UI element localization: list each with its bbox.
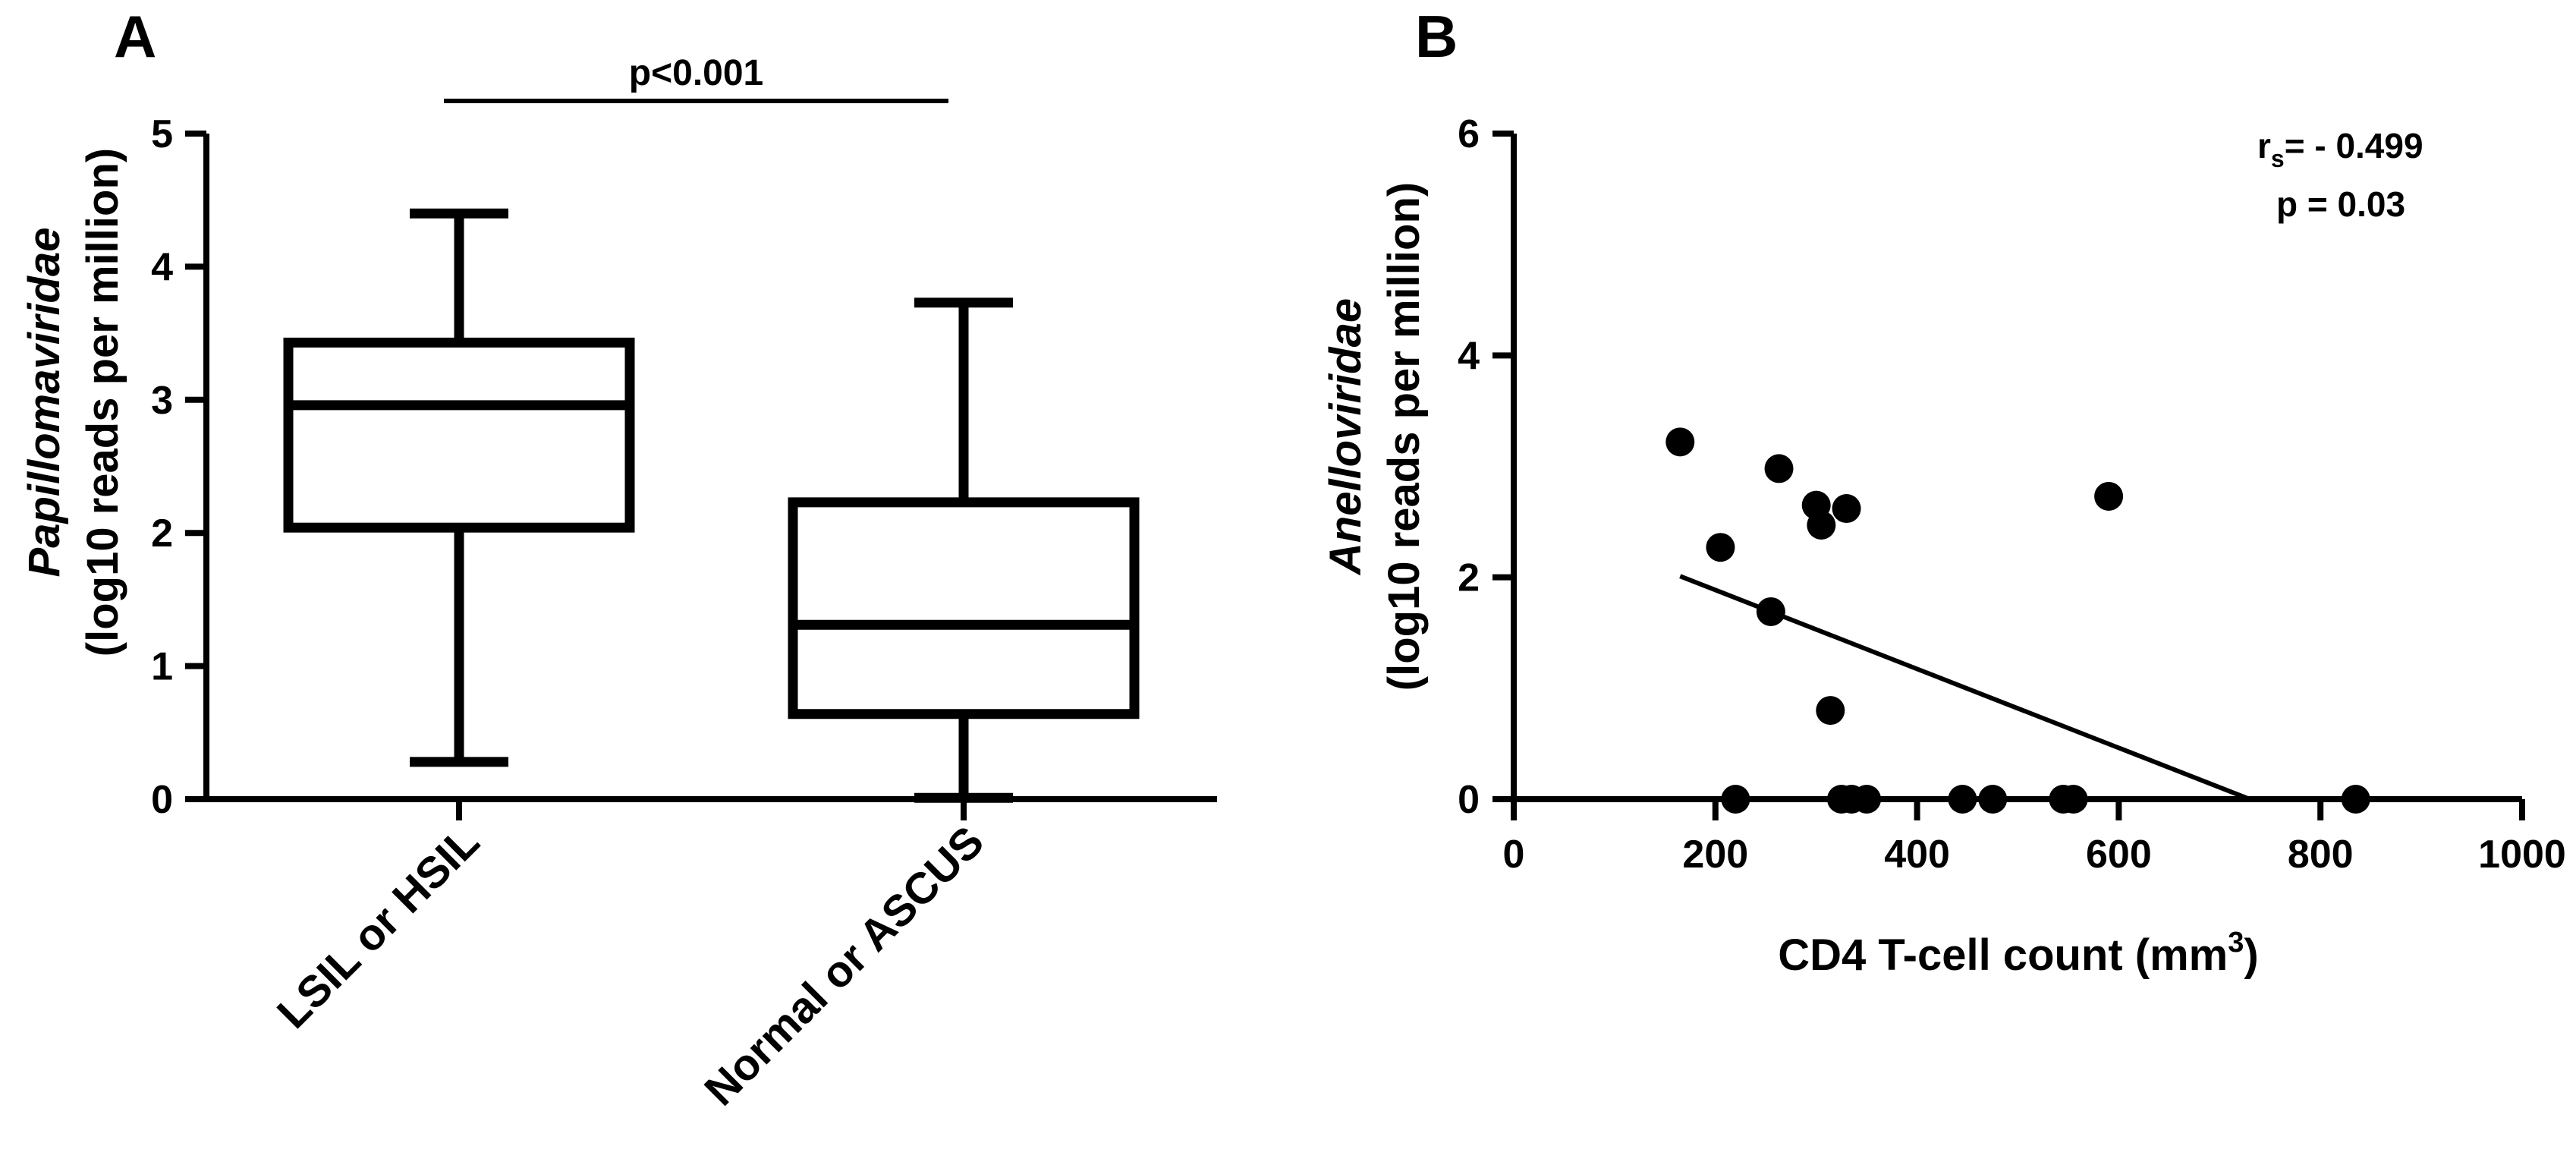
p-annotation: p = 0.03 [2276,184,2405,224]
panel-b-xlabel-sup: 3 [2228,927,2244,959]
data-point [1706,533,1735,562]
box-1 [283,208,635,767]
data-point [1816,696,1845,726]
panel-a-y-tick-label: 2 [151,512,173,556]
panel-a-y-tick-label: 3 [151,379,173,423]
panel-b-ylabel: (log10 reads per million) [1379,182,1429,691]
panel-b-y-tick-label: 2 [1458,556,1480,600]
rs-label: r [2257,126,2271,165]
panel-b-x-tick-label: 600 [2086,833,2152,877]
panel-b-ylabel-italic: Anelloviridae [1321,298,1370,576]
panel-b-y-ticks: 0 2 4 6 [1458,112,1514,822]
panel-b-x-tick-label: 400 [1884,833,1950,877]
panel-a-y-tick-label: 1 [151,645,173,689]
panel-b-y-tick-label: 6 [1458,112,1480,156]
data-point [1721,785,1750,814]
data-point [1756,597,1785,626]
panel-a-y-tick-label: 4 [151,245,173,289]
significance-text: p<0.001 [629,53,763,93]
iqr-box [788,497,1140,719]
data-point [2059,785,2088,814]
panel-a-y-tick-label: 0 [151,778,173,822]
panel-b-y-tick-label: 4 [1458,334,1480,378]
panel-a: A Papillomaviridae (log10 reads per mill… [20,3,1217,1115]
panel-b-label: B [1415,3,1458,70]
panel-b-x-tick-label: 800 [2288,833,2354,877]
data-point [1832,494,1861,524]
category-label: Normal or ASCUS [695,817,993,1115]
panel-a-y-tick-label: 5 [151,112,173,156]
box-2 [788,298,1140,803]
rs-subscript: s [2271,145,2285,172]
panel-b-x-tick-label: 0 [1503,833,1525,877]
rs-annotation: rs= - 0.499 [2257,126,2423,172]
panel-a-label: A [114,3,156,70]
panel-a-x-ticks: LSIL or HSIL Normal or ASCUS [268,799,993,1115]
panel-b-y-tick-label: 0 [1458,778,1480,822]
panel-b-x-ticks: 0 200 400 600 800 1000 [1503,799,2566,877]
data-point [1852,785,1882,814]
panel-b-xlabel: CD4 T-cell count (mm3) [1778,927,2258,980]
rs-value: = - 0.499 [2285,126,2423,165]
panel-a-boxes [283,208,1140,803]
iqr-box [283,337,635,533]
panel-b-x-tick-label: 1000 [2478,833,2566,877]
data-point [1764,454,1794,483]
category-label: LSIL or HSIL [268,817,489,1037]
panel-b: B Anelloviridae (log10 reads per million… [1321,3,2566,980]
panel-b-xlabel-close: ) [2244,930,2258,980]
panel-b-xlabel-main: CD4 T-cell count (mm [1778,930,2228,980]
panel-b-x-tick-label: 200 [1682,833,1748,877]
data-point [2094,481,2124,511]
data-point [1665,427,1695,457]
data-point [2341,785,2370,814]
data-point [1807,510,1836,540]
data-point [1978,785,2008,814]
scatter-points [1665,427,2370,814]
panel-a-y-ticks: 0 1 2 3 4 5 [151,112,206,822]
panel-a-ylabel: (log10 reads per million) [78,148,127,656]
data-point [1948,785,1977,814]
panel-a-ylabel-italic: Papillomaviridae [20,228,69,578]
